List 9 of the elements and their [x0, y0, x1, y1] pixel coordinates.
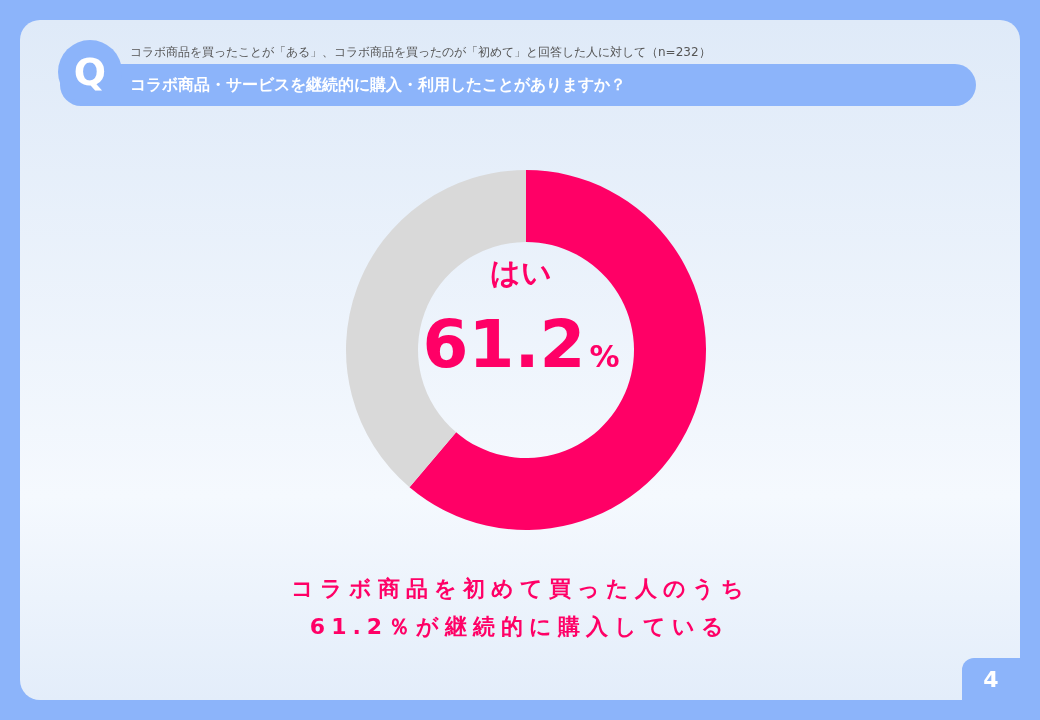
- text: 4: [962, 658, 1020, 700]
- text: コラボ商品を初めて買った人のうち: [289, 575, 751, 603]
- chart-title: コラボ商品・サービスを継続的に購入・利用したことがありますか？: [130, 75, 626, 96]
- text: Q: [58, 40, 122, 104]
- chart-subtitle: コラボ商品を買ったことが「ある」、コラボ商品を買ったのが「初めて」と回答した人に対して（n=232）: [130, 44, 711, 61]
- donut-slice: [409, 170, 706, 530]
- data-label: 61.2%: [422, 306, 620, 383]
- slice-label: はい: [490, 255, 552, 290]
- text: 61.2％が継続的に購入している: [308, 613, 732, 641]
